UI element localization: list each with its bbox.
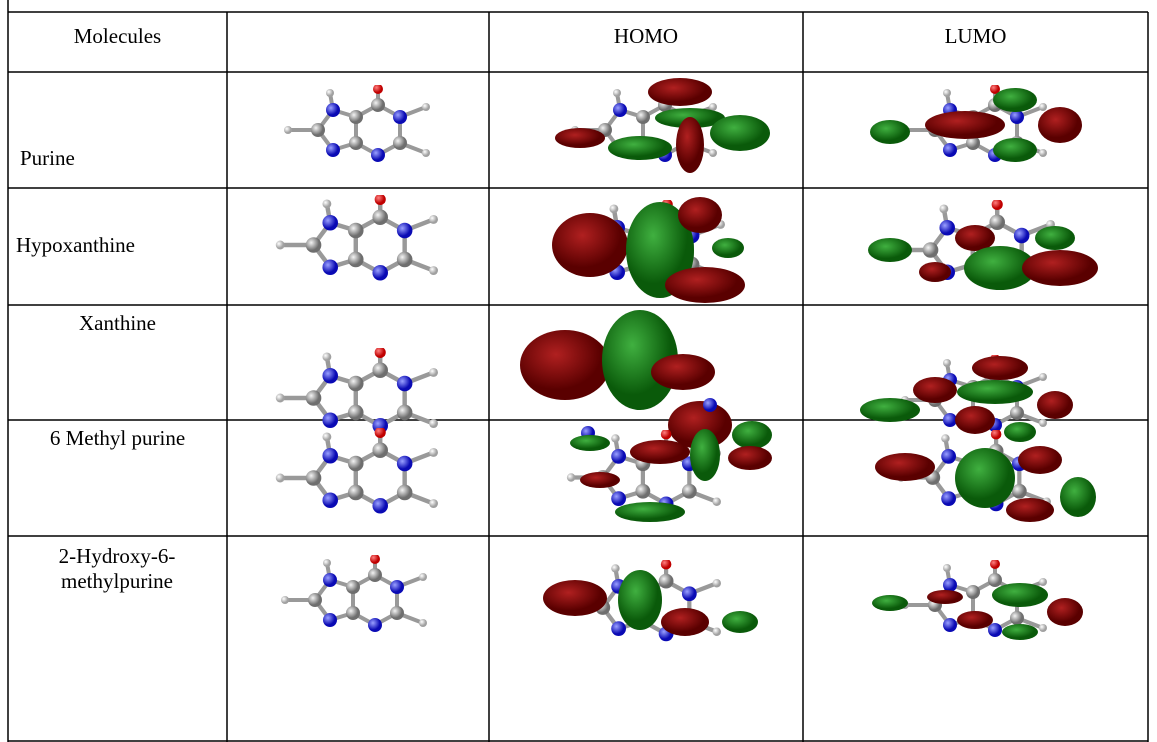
molecule-name: Purine <box>20 146 75 170</box>
lumo-orbitals <box>860 84 1098 640</box>
molecule-structures <box>276 85 438 632</box>
molecule-name: 6 Methyl purine <box>49 426 186 450</box>
homo-orbitals <box>520 78 772 641</box>
header-cell: HOMO <box>613 24 679 48</box>
molecule-name: Hypoxanthine <box>16 233 135 257</box>
header-cell: LUMO <box>944 24 1007 48</box>
molecule-name: Xanthine <box>79 311 156 335</box>
header-cell: Molecules <box>73 24 162 48</box>
molecule-name: 2-Hydroxy-6-methylpurine <box>58 544 176 593</box>
